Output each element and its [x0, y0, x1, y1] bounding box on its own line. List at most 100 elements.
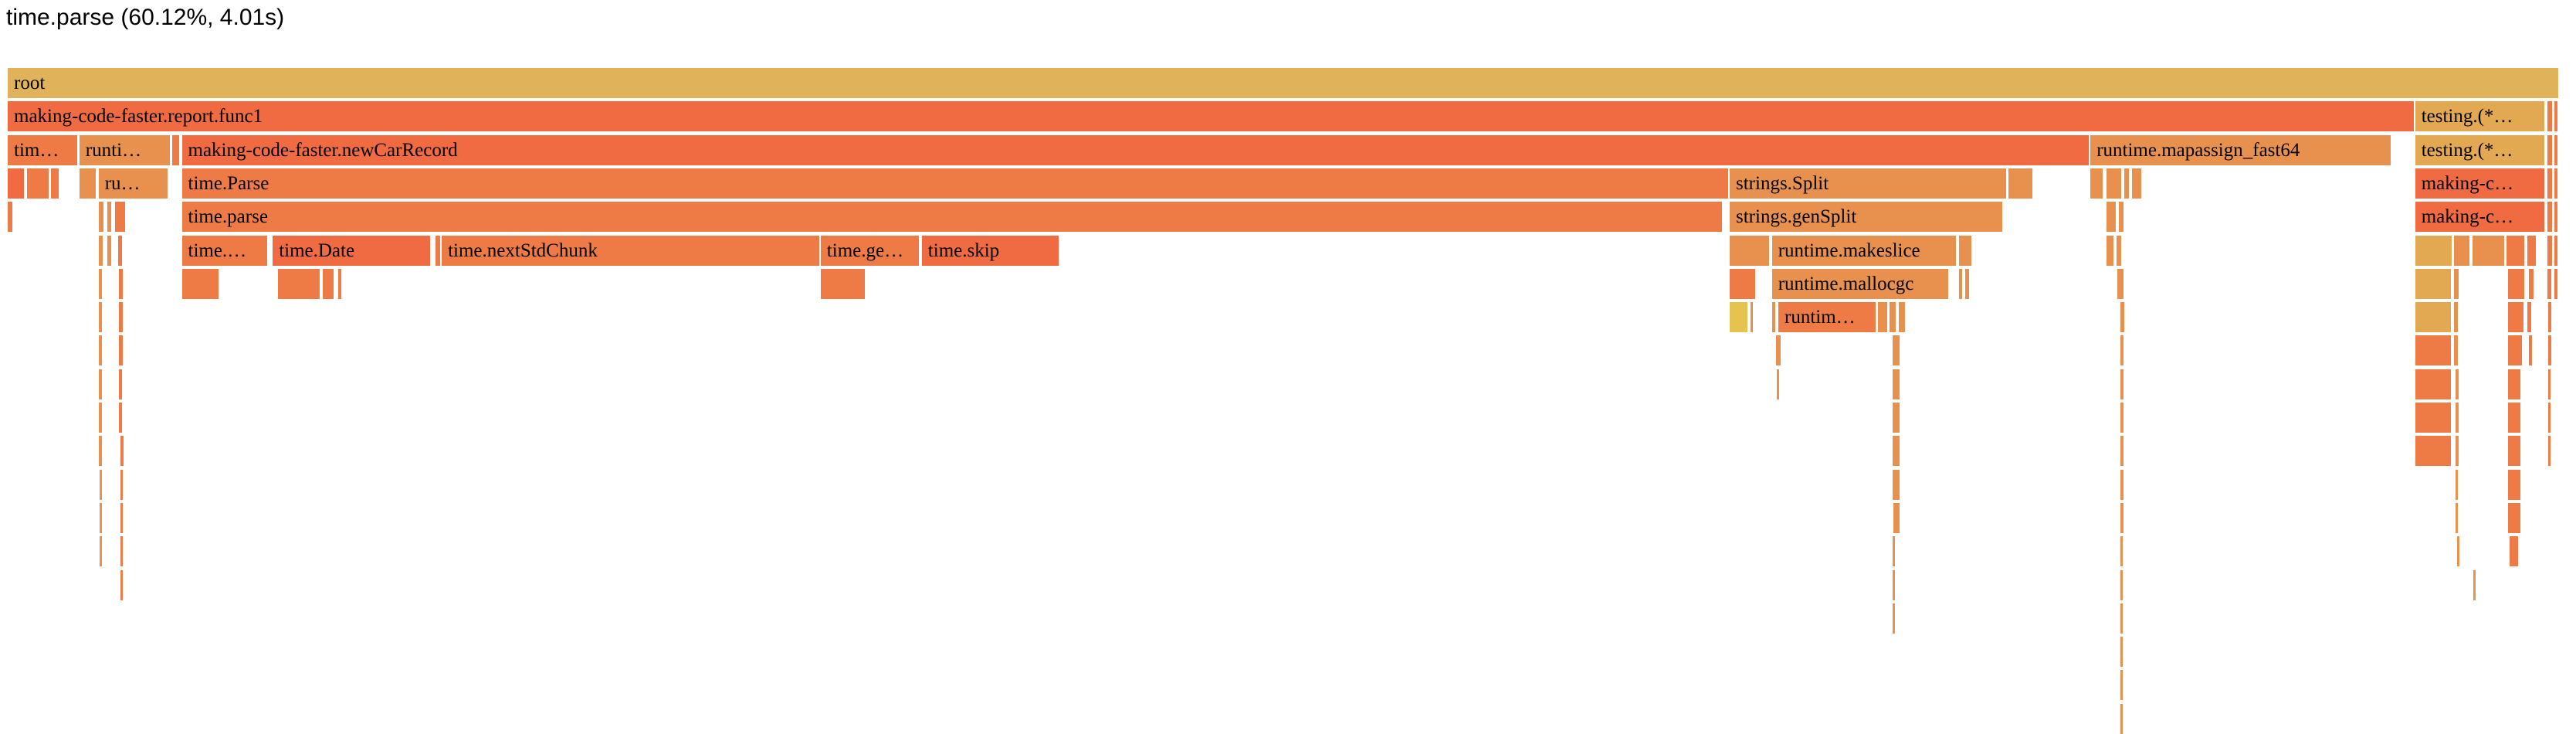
stack-frame[interactable] [2547, 101, 2554, 132]
stack-frame-time-parse[interactable]: time.Parse [181, 168, 1730, 199]
stack-frame[interactable] [2554, 202, 2559, 233]
stack-frame-time-date[interactable]: time.Date [273, 235, 432, 266]
stack-frame-making-c[interactable]: making-c… [2415, 202, 2546, 233]
stack-frame[interactable] [2554, 134, 2559, 165]
stack-frame[interactable] [2120, 469, 2125, 500]
stack-frame[interactable] [120, 436, 125, 467]
stack-frame[interactable] [2547, 335, 2553, 366]
stack-frame[interactable] [1958, 235, 1973, 266]
stack-frame[interactable] [2507, 235, 2527, 266]
stack-frame[interactable] [2456, 502, 2460, 533]
stack-frame[interactable] [171, 134, 181, 165]
stack-frame-testing[interactable]: testing.(*… [2415, 101, 2546, 132]
stack-frame[interactable] [2415, 235, 2454, 266]
stack-frame[interactable] [2116, 235, 2123, 266]
stack-frame[interactable] [2454, 302, 2459, 333]
stack-frame[interactable] [2120, 703, 2124, 734]
stack-frame-time-skip[interactable]: time.skip [921, 235, 1060, 266]
stack-frame[interactable] [1892, 603, 1896, 634]
stack-frame[interactable] [2473, 569, 2478, 600]
stack-frame[interactable] [2120, 536, 2124, 567]
stack-frame[interactable] [1775, 335, 1782, 366]
stack-frame-time-parse[interactable]: time.parse [181, 202, 1724, 233]
stack-frame[interactable] [8, 202, 15, 233]
stack-frame[interactable] [2415, 302, 2452, 333]
stack-frame-testing[interactable]: testing.(*… [2415, 134, 2546, 165]
stack-frame[interactable] [2547, 235, 2554, 266]
stack-frame[interactable] [2120, 569, 2124, 600]
stack-frame[interactable] [2509, 536, 2520, 567]
stack-frame[interactable] [119, 403, 124, 433]
stack-frame[interactable] [2508, 436, 2523, 467]
stack-frame[interactable] [100, 469, 104, 500]
stack-frame-runtime-mallocgc[interactable]: runtime.mallocgc [1771, 268, 1951, 299]
stack-frame[interactable] [2456, 469, 2460, 500]
stack-frame[interactable] [2106, 202, 2118, 233]
stack-frame[interactable] [1892, 569, 1896, 600]
stack-frame[interactable] [1892, 403, 1902, 433]
stack-frame[interactable] [2547, 168, 2554, 199]
stack-frame[interactable] [2008, 168, 2034, 199]
stack-frame[interactable] [2415, 268, 2452, 299]
stack-frame[interactable] [2508, 369, 2523, 399]
stack-frame[interactable] [1878, 302, 1889, 333]
stack-frame[interactable] [1892, 536, 1896, 567]
stack-frame-time[interactable]: time.… [181, 235, 269, 266]
stack-frame[interactable] [2527, 302, 2534, 333]
stack-frame[interactable] [1730, 268, 1757, 299]
stack-frame[interactable] [1771, 302, 1778, 333]
stack-frame[interactable] [2120, 637, 2124, 668]
stack-frame[interactable] [2508, 403, 2523, 433]
stack-frame-ru[interactable]: ru… [98, 168, 169, 199]
stack-frame[interactable] [8, 168, 26, 199]
stack-frame[interactable] [2106, 235, 2116, 266]
stack-frame[interactable] [2454, 335, 2459, 366]
stack-frame[interactable] [2119, 202, 2126, 233]
stack-frame[interactable] [2120, 436, 2125, 467]
stack-frame[interactable] [98, 335, 104, 366]
stack-frame[interactable] [2456, 436, 2461, 467]
stack-frame-time-ge[interactable]: time.ge… [820, 235, 921, 266]
stack-frame[interactable] [98, 403, 103, 433]
stack-frame[interactable] [2456, 369, 2461, 399]
stack-frame[interactable] [1898, 302, 1907, 333]
stack-frame[interactable] [120, 469, 124, 500]
stack-frame[interactable] [1730, 302, 1749, 333]
stack-frame[interactable] [322, 268, 336, 299]
stack-frame[interactable] [107, 202, 113, 233]
stack-frame[interactable] [120, 502, 124, 533]
stack-frame[interactable] [2472, 235, 2506, 266]
stack-frame[interactable] [435, 235, 442, 266]
stack-frame[interactable] [2120, 369, 2126, 399]
stack-frame[interactable] [2454, 235, 2471, 266]
stack-frame[interactable] [115, 202, 127, 233]
stack-frame[interactable] [2528, 335, 2534, 366]
stack-frame[interactable] [2117, 268, 2126, 299]
stack-frame[interactable] [2508, 302, 2525, 333]
stack-frame-runtime-mapassign-fast64[interactable]: runtime.mapassign_fast64 [2090, 134, 2393, 165]
stack-frame[interactable] [98, 268, 104, 299]
stack-frame[interactable] [2527, 235, 2538, 266]
stack-frame[interactable] [1892, 469, 1902, 500]
stack-frame-root[interactable]: root [8, 68, 2560, 98]
stack-frame[interactable] [2120, 670, 2124, 701]
stack-frame[interactable] [2120, 502, 2125, 533]
stack-frame[interactable] [2124, 168, 2130, 199]
stack-frame[interactable] [1958, 268, 1964, 299]
stack-frame[interactable] [100, 536, 104, 567]
stack-frame[interactable] [51, 168, 60, 199]
stack-frame[interactable] [2456, 403, 2461, 433]
stack-frame[interactable] [2554, 268, 2559, 299]
stack-frame[interactable] [2554, 168, 2559, 199]
stack-frame[interactable] [820, 268, 867, 299]
stack-frame[interactable] [26, 168, 50, 199]
stack-frame[interactable] [2547, 134, 2554, 165]
stack-frame[interactable] [2547, 436, 2552, 467]
stack-frame[interactable] [2554, 101, 2559, 132]
stack-frame[interactable] [2554, 235, 2559, 266]
stack-frame[interactable] [119, 369, 124, 399]
stack-frame[interactable] [117, 235, 124, 266]
stack-frame[interactable] [1893, 502, 1902, 533]
stack-frame[interactable] [79, 168, 97, 199]
